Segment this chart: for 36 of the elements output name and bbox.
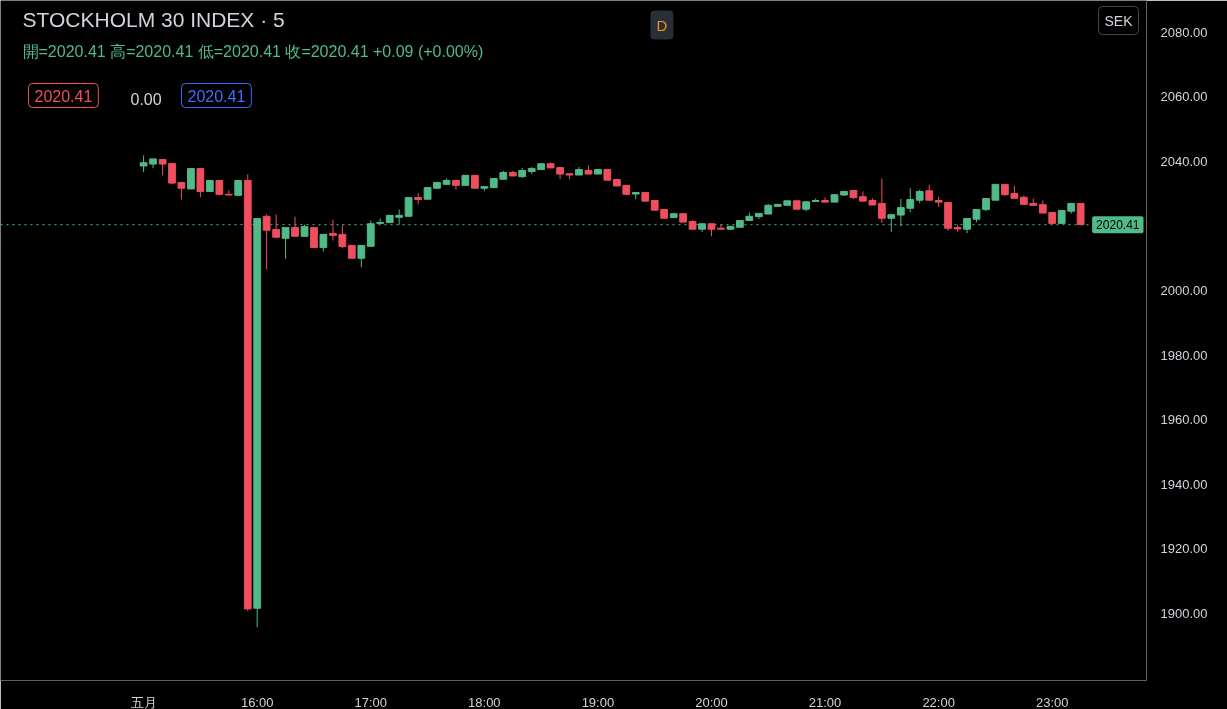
candlestick — [1076, 202, 1085, 226]
y-tick-label: 1920.00 — [1160, 541, 1208, 557]
x-tick-label: 17:00 — [354, 694, 388, 709]
y-tick-label: 2060.00 — [1160, 89, 1208, 105]
annotation: 0.00 — [130, 90, 162, 108]
x-tick-label: 20:00 — [695, 694, 728, 709]
candlestick — [414, 192, 423, 205]
chart-title: STOCKHOLM 30 INDEX · 5 — [22, 7, 285, 31]
y-tick-label: 2040.00 — [1160, 153, 1208, 169]
y-tick-label: 1980.00 — [1160, 347, 1208, 363]
ref-line-label: 2020.41 — [1096, 218, 1140, 233]
x-tick-label: 五月 — [130, 694, 157, 709]
candlestick — [196, 168, 205, 198]
annotation: 2020.41 — [187, 87, 246, 105]
candlestick — [877, 178, 886, 224]
y-tick-label: 2000.00 — [1160, 283, 1208, 298]
annotation: 2020.41 — [34, 87, 93, 105]
candlestick — [821, 196, 829, 203]
candlestick — [357, 244, 366, 268]
annotation: SEK — [1104, 12, 1134, 29]
candlestick — [291, 216, 299, 237]
x-tick-label: 23:00 — [1035, 694, 1069, 709]
x-tick-label: 18:00 — [468, 694, 501, 709]
candlestick — [404, 197, 413, 217]
x-tick-label: 16:00 — [240, 694, 274, 709]
x-tick-label: 21:00 — [808, 694, 842, 709]
candlestick — [187, 168, 195, 190]
text: 開=2020.41 高=2020.41 低=2020.41 收=2020.41 +0.09 (+0.00%) — [22, 42, 484, 60]
annotation: D — [656, 16, 668, 34]
y-tick-label: 1960.00 — [1160, 412, 1208, 428]
y-tick-label: 2080.00 — [1160, 24, 1208, 40]
x-tick-label: 19:00 — [581, 694, 615, 709]
x-tick-label: 22:00 — [922, 694, 955, 709]
y-tick-label: 1900.00 — [1160, 605, 1208, 621]
candlestick — [281, 227, 290, 260]
y-tick-label: 1940.00 — [1160, 476, 1208, 492]
